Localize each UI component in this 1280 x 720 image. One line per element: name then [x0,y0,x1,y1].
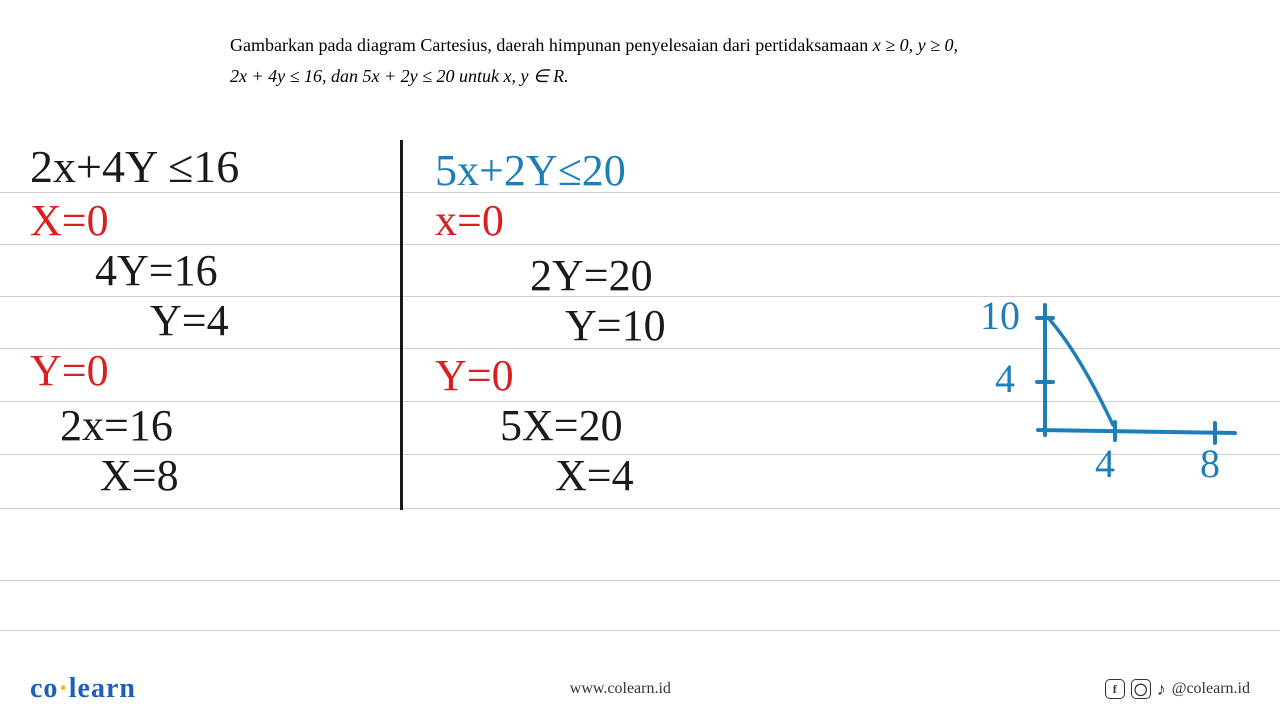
work-line: Y=4 [150,295,229,346]
vertical-divider [400,140,403,510]
sketch-label: 10 [980,292,1020,339]
work-line: Y=10 [565,300,666,351]
sketch-label: 4 [995,355,1015,402]
logo-part: learn [69,673,136,704]
logo: co·learn [30,673,136,705]
logo-dot: · [58,673,68,704]
facebook-icon: f [1105,679,1125,699]
instagram-icon: ◯ [1131,679,1151,699]
work-line: X=4 [555,450,634,501]
work-line: x=0 [435,195,504,246]
cartesian-sketch: 10 4 4 8 [960,300,1240,500]
footer: co·learn www.colearn.id f ◯ ♪ @colearn.i… [0,673,1280,705]
logo-part: co [30,673,58,704]
problem-math: x, y ∈ R. [504,66,569,86]
sketch-label: 4 [1095,440,1115,487]
work-line: Y=0 [30,345,109,396]
work-line: 2x+4Y ≤16 [30,140,239,193]
work-line: 2x=16 [60,400,173,451]
work-line: X=0 [30,195,109,246]
work-line: X=8 [100,450,179,501]
social-handle: @colearn.id [1172,680,1250,698]
work-line: 5X=20 [500,400,623,451]
socials: f ◯ ♪ @colearn.id [1105,679,1250,700]
tiktok-icon: ♪ [1157,679,1166,700]
problem-math: 2x + 4y ≤ 16, dan 5x + 2y ≤ 20 untuk [230,66,504,86]
problem-text: Gambarkan pada diagram Cartesius, daerah… [230,35,873,55]
work-line: Y=0 [435,350,514,401]
footer-url: www.colearn.id [570,680,671,698]
problem-math: x ≥ 0, y ≥ 0, [873,35,958,55]
work-line: 5x+2Y≤20 [435,145,626,196]
sketch-label: 8 [1200,440,1220,487]
problem-statement: Gambarkan pada diagram Cartesius, daerah… [230,30,1200,91]
work-line: 2Y=20 [530,250,653,301]
work-line: 4Y=16 [95,245,218,296]
